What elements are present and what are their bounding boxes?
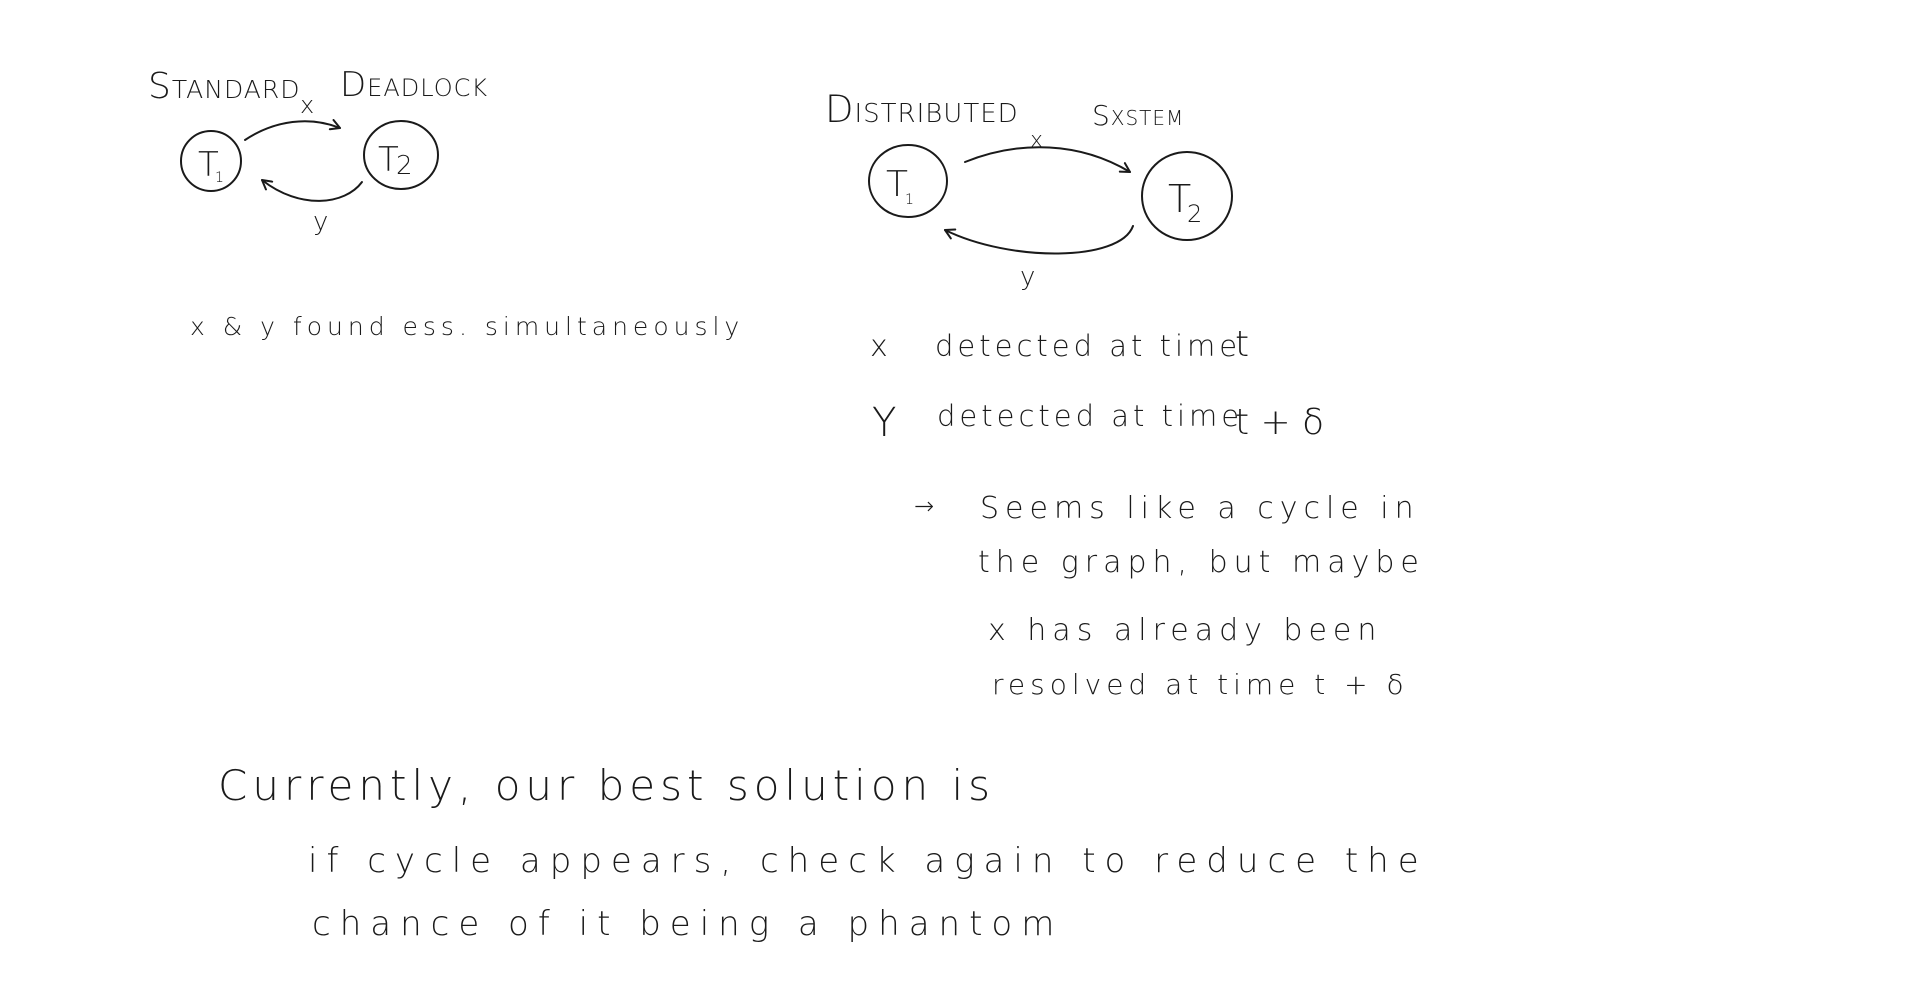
standard-deadlock-diagram: Standard Deadlock T 1 T 2 x y x & y foun…: [148, 65, 744, 341]
distributed-node-t1-label: T: [886, 164, 908, 205]
standard-edge-y-arrow: [261, 179, 363, 202]
conclusion-line-3: chance of it being a phantom: [312, 904, 1063, 944]
note-line-4: resolved at time t + δ: [992, 668, 1409, 701]
distributed-edge-y-label: y: [1020, 262, 1035, 292]
standard-node-t2-label: T: [378, 140, 399, 180]
standard-edge-y-label: y: [313, 207, 328, 237]
standard-note: x & y found ess. simultaneously: [190, 312, 744, 341]
distributed-title-left: Distributed: [825, 88, 1019, 131]
distributed-node-t2: [1141, 151, 1233, 241]
detect-y-text: detected at time: [937, 399, 1243, 433]
note-line-1: Seems like a cycle in: [980, 491, 1420, 526]
standard-node-t1-label: T: [198, 145, 219, 185]
detect-y-time: t + δ: [1235, 402, 1324, 443]
standard-title-left: Standard: [148, 66, 301, 107]
distributed-node-t1: [868, 144, 948, 218]
conclusion-line-2: if cycle appears, check again to reduce …: [308, 841, 1428, 881]
distributed-system-diagram: Distributed Sxstem T 1 T 2 x y x detecte…: [825, 88, 1425, 701]
distributed-edge-x-arrow: [964, 146, 1131, 173]
distributed-node-t2-sub: 2: [1187, 200, 1202, 228]
distributed-edge-x-label: x: [1030, 128, 1043, 153]
distributed-edge-y-arrow: [944, 225, 1134, 255]
note-line-3: x has already been: [988, 613, 1382, 648]
detect-x-text: detected at time: [935, 329, 1241, 363]
detect-y-var: Y: [872, 400, 896, 446]
standard-title-right: Deadlock: [340, 65, 488, 105]
conclusion-line-1: Currently, our best solution is: [218, 761, 995, 810]
standard-node-t2-sub: 2: [396, 151, 413, 181]
standard-edge-x-label: x: [300, 91, 314, 119]
standard-node-t1-sub: 1: [215, 170, 224, 186]
detect-x-time: t: [1235, 324, 1249, 365]
distributed-node-t2-label: T: [1168, 177, 1191, 221]
standard-node-t1: [180, 130, 242, 192]
distributed-node-t1-sub: 1: [905, 192, 914, 208]
conclusion: Currently, our best solution is if cycle…: [218, 761, 1428, 944]
note-arrow: →: [914, 492, 934, 520]
standard-edge-x-arrow: [244, 119, 341, 141]
detect-x-var: x: [870, 329, 888, 364]
note-line-2: the graph, but maybe: [978, 545, 1425, 580]
standard-node-t2: [363, 120, 439, 190]
distributed-title-right: Sxstem: [1092, 99, 1184, 132]
